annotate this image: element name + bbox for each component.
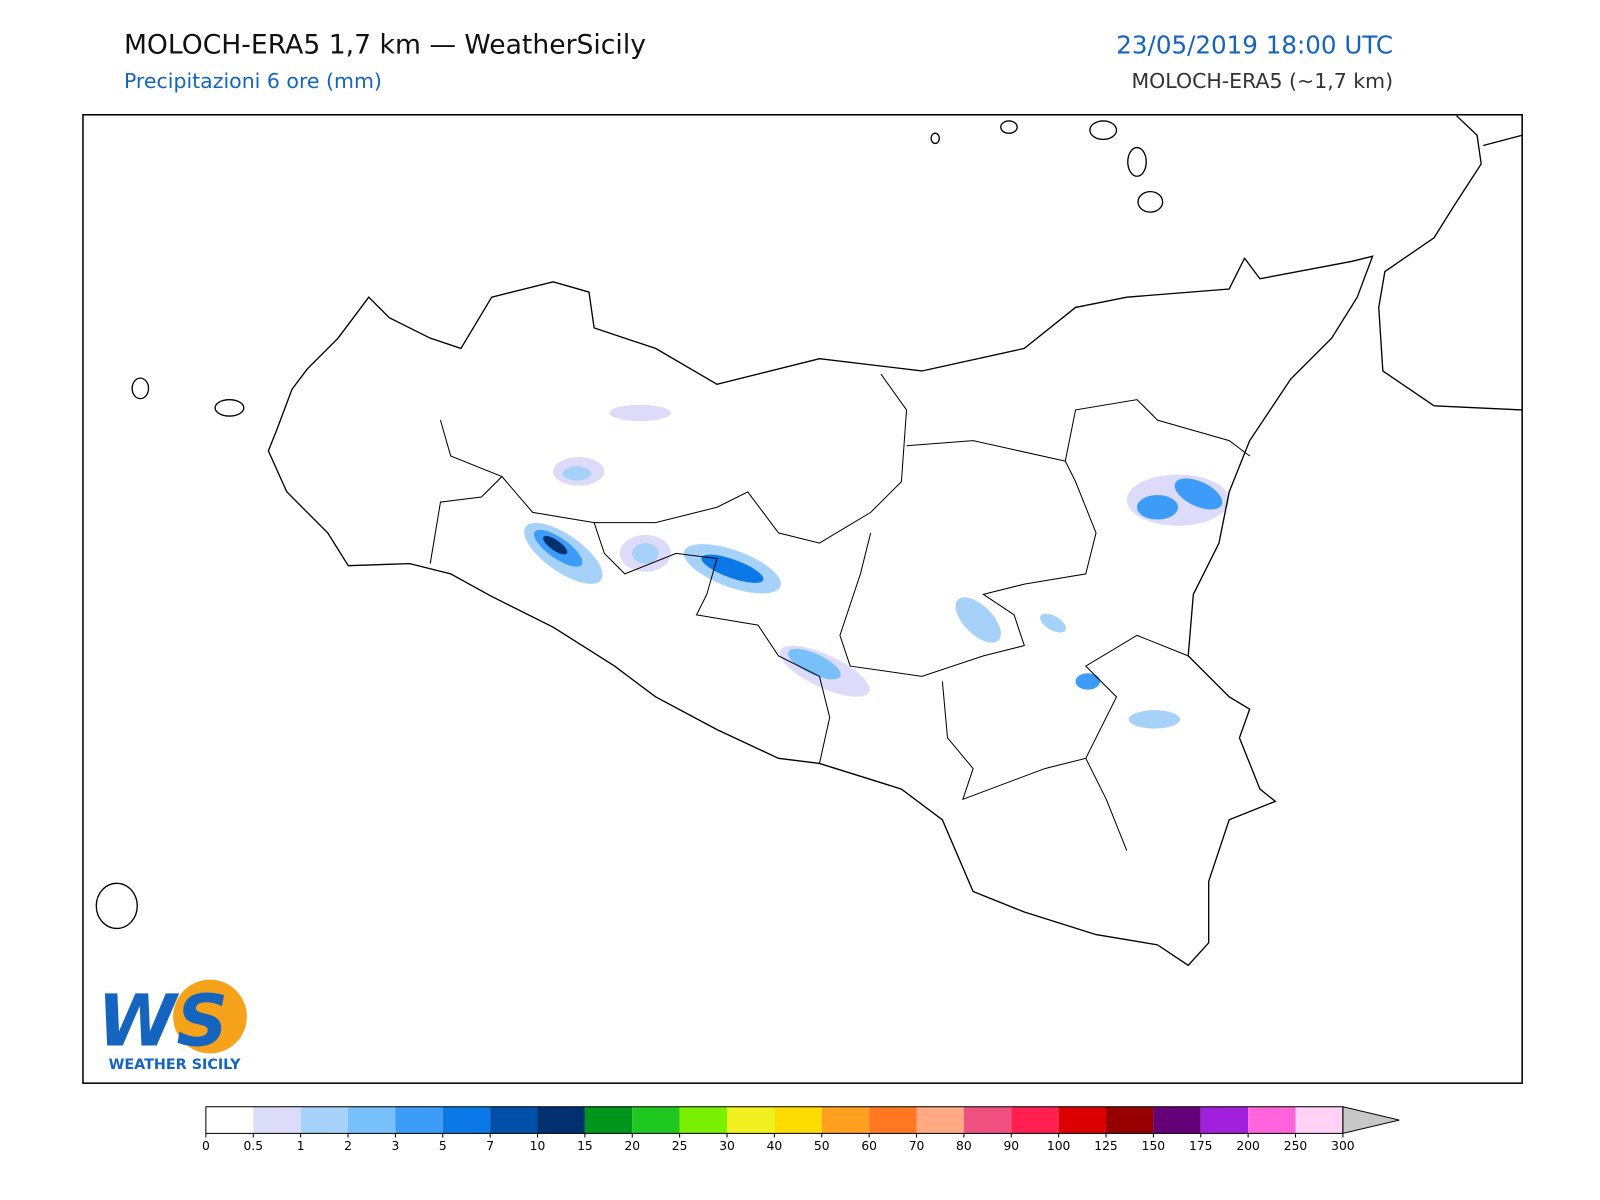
colorbar-label: 1	[297, 1139, 305, 1153]
logo: WS WEATHER SICILY	[97, 978, 247, 1073]
rain-area	[701, 554, 764, 583]
calabria-coast	[1378, 115, 1523, 411]
colorbar-bin	[774, 1106, 822, 1134]
rain-area	[787, 648, 841, 680]
province-border	[593, 522, 831, 764]
datetime: 23/05/2019 18:00 UTC	[1116, 30, 1393, 59]
colorbar-bin	[300, 1106, 349, 1134]
coastlines	[95, 115, 1523, 967]
colorbar-label: 3	[391, 1139, 399, 1153]
island	[131, 377, 150, 400]
colorbar-label: 30	[719, 1139, 735, 1153]
rain-area	[632, 543, 659, 564]
colorbar-label: 175	[1189, 1139, 1212, 1153]
logo-text: WEATHER SICILY	[109, 1057, 242, 1073]
rain-area	[1075, 673, 1101, 690]
island	[1137, 190, 1164, 213]
colorbar-label: 125	[1094, 1139, 1117, 1153]
colorbar-label: 15	[577, 1139, 593, 1153]
title: MOLOCH-ERA5 1,7 km — WeatherSicily	[124, 29, 646, 60]
colorbar-bin	[1106, 1106, 1154, 1134]
province-borders	[429, 373, 1250, 851]
colorbar-bin	[1295, 1106, 1343, 1134]
colorbar-label: 20	[624, 1139, 640, 1153]
island	[1000, 120, 1018, 134]
colorbar-bin	[348, 1106, 396, 1134]
province-border	[906, 399, 1250, 462]
colorbar-label: 25	[672, 1139, 688, 1153]
rain-area	[1174, 478, 1223, 510]
colorbar-bin	[1153, 1106, 1201, 1134]
colorbar-label: 70	[909, 1139, 925, 1153]
colorbar-bin	[916, 1106, 964, 1134]
colorbar-label: 0	[202, 1139, 210, 1153]
sicily-coast	[267, 255, 1374, 967]
colorbar-bin	[679, 1106, 728, 1134]
colorbar-label: 200	[1236, 1139, 1259, 1153]
logo-letters: WS	[97, 978, 228, 1062]
colorbar-bin	[821, 1106, 870, 1134]
island	[930, 132, 940, 145]
colorbar-label: 150	[1142, 1139, 1165, 1153]
rain-area	[1040, 613, 1066, 633]
map-frame	[82, 114, 1523, 1084]
colorbar-label: 5	[439, 1139, 447, 1153]
colorbar-bin	[584, 1106, 633, 1134]
rain-area	[1128, 710, 1181, 729]
colorbar-bin	[205, 1106, 254, 1134]
colorbar-bin	[490, 1106, 538, 1134]
province-border	[839, 460, 1097, 677]
island	[1089, 120, 1118, 141]
island	[95, 882, 138, 930]
rain-area	[609, 404, 671, 422]
province-border	[941, 634, 1189, 801]
colorbar-bin	[963, 1106, 1012, 1134]
colorbar-bin	[869, 1106, 917, 1134]
colorbar-bin	[727, 1106, 775, 1134]
colorbar-label: 60	[861, 1139, 877, 1153]
colorbar-extension	[1342, 1106, 1400, 1135]
colorbar-label: 2	[344, 1139, 352, 1153]
colorbar-bin	[1011, 1106, 1059, 1134]
subtitle: Precipitazioni 6 ore (mm)	[124, 69, 382, 93]
island	[214, 398, 245, 417]
rain-area	[562, 466, 592, 481]
colorbar-label: 90	[1003, 1139, 1019, 1153]
model: MOLOCH-ERA5 (~1,7 km)	[1131, 69, 1393, 93]
colorbar: 0 0.5 1 2 3 5 7 10 15 20 25 30 40 50 60 70 80 90 100 125 150…	[202, 1106, 1400, 1153]
logo-sun	[173, 979, 247, 1054]
colorbar-label: 50	[814, 1139, 830, 1153]
precipitation	[524, 404, 1230, 729]
colorbar-label: 250	[1284, 1139, 1307, 1153]
colorbar-bin	[1200, 1106, 1249, 1134]
province-border	[501, 373, 908, 544]
province-border	[429, 420, 503, 564]
colorbar-bin	[1058, 1106, 1107, 1134]
colorbar-bin	[395, 1106, 443, 1134]
colorbar-label: 0.5	[243, 1139, 263, 1153]
colorbar-bin	[537, 1106, 585, 1134]
island	[1127, 146, 1147, 177]
rain-area	[955, 597, 1001, 643]
province-border	[1085, 758, 1128, 851]
colorbar-label: 300	[1331, 1139, 1354, 1153]
colorbar-bin	[442, 1106, 491, 1134]
colorbar-bin	[1248, 1106, 1296, 1134]
colorbar-label: 80	[956, 1139, 972, 1153]
rain-area	[543, 535, 568, 555]
colorbar-label: 100	[1047, 1139, 1070, 1153]
colorbar-label: 40	[767, 1139, 783, 1153]
colorbar-bin	[253, 1106, 301, 1134]
colorbar-bin	[632, 1106, 680, 1134]
coast	[1483, 134, 1523, 147]
colorbar-label: 10	[530, 1139, 546, 1153]
rain-area	[1137, 494, 1178, 520]
colorbar-label: 7	[486, 1139, 494, 1153]
